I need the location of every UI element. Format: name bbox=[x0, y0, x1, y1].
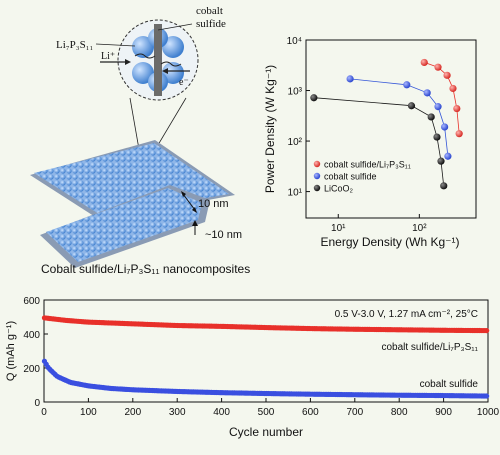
core-shell-particle bbox=[132, 24, 184, 96]
label-electron: e⁻ bbox=[179, 77, 189, 88]
cycling-xtick-label: 1000 bbox=[477, 407, 500, 418]
ragone-xtick-label: 10¹ bbox=[331, 223, 346, 234]
nanosheet-bottom bbox=[40, 185, 210, 268]
ragone-legend-label: LiCoO₂ bbox=[324, 184, 354, 194]
cycling-point bbox=[484, 327, 490, 334]
ragone-ytick-label: 10³ bbox=[288, 87, 303, 98]
cycling-label-composite: cobalt sulfide/Li₇P₃S₁₁ bbox=[381, 342, 478, 353]
ragone-ticks: 10¹ 10² 10¹ 10² 10³ 10⁴ bbox=[287, 36, 428, 234]
ragone-point bbox=[449, 84, 457, 93]
cycling-label-cobalt-sulfide: cobalt sulfide bbox=[420, 379, 479, 390]
ragone-point bbox=[433, 133, 441, 141]
ragone-legend-label: cobalt sulfide/Li₇P₃S₁₁ bbox=[324, 160, 411, 170]
ragone-point bbox=[440, 182, 448, 190]
ragone-ylabel: Power Density (W Kg⁻¹) bbox=[263, 65, 277, 193]
label-li7p3s11: Li₇P₃S₁₁ bbox=[56, 39, 94, 51]
nanocomposite-schematic: Li₇P₃S₁₁ cobalt sulfide Li⁺ e⁻ 10 nm ~10… bbox=[30, 5, 250, 276]
ragone-point bbox=[407, 102, 416, 110]
ragone-legend-label: cobalt sulfide bbox=[324, 172, 377, 182]
schematic-caption: Cobalt sulfide/Li₇P₃S₁₁ nanocomposites bbox=[41, 262, 250, 276]
ragone-point bbox=[444, 152, 452, 160]
cycling-ytick-label: 0 bbox=[34, 398, 40, 409]
cycling-xtick-label: 500 bbox=[258, 407, 275, 418]
ragone-point bbox=[443, 71, 451, 79]
ragone-series-points bbox=[310, 58, 463, 190]
cycling-xtick-label: 100 bbox=[80, 407, 97, 418]
ragone-legend: cobalt sulfide/Li₇P₃S₁₁ cobalt sulfide LiC… bbox=[313, 160, 411, 194]
label-thickness-top: 10 nm bbox=[198, 198, 229, 210]
cycling-point bbox=[484, 393, 490, 399]
label-li-ion: Li⁺ bbox=[101, 51, 115, 62]
cycling-ytick-label: 400 bbox=[23, 330, 40, 341]
cycling-series-0 bbox=[41, 315, 490, 334]
ragone-ytick-label: 10⁴ bbox=[287, 36, 302, 47]
ragone-point bbox=[434, 63, 442, 71]
ragone-point bbox=[455, 130, 463, 138]
label-cobalt-sulfide-1: cobalt bbox=[196, 5, 223, 17]
ragone-point bbox=[427, 113, 435, 121]
ragone-line-2 bbox=[313, 97, 445, 186]
cycling-xtick-label: 0 bbox=[41, 407, 47, 418]
cycling-xlabel: Cycle number bbox=[229, 425, 303, 439]
ragone-xlabel: Energy Density (Wh Kg⁻¹) bbox=[320, 235, 459, 249]
ragone-frame bbox=[305, 39, 477, 219]
ragone-ytick-label: 10¹ bbox=[288, 188, 303, 199]
cycling-xtick-label: 900 bbox=[435, 407, 452, 418]
thickness-arrow-top bbox=[182, 193, 196, 211]
ragone-ytick-label: 10² bbox=[288, 137, 303, 148]
ragone-point bbox=[403, 81, 411, 89]
lps-leader bbox=[95, 43, 136, 47]
ragone-point bbox=[346, 75, 354, 83]
label-thickness-bottom: ~10 nm bbox=[205, 229, 242, 241]
ragone-point bbox=[453, 104, 461, 113]
cobalt-sulfide-leader bbox=[157, 23, 193, 31]
cycling-plot: 0 100 200 300 400 500 600 700 800 900 1000 0 200 400 6… bbox=[5, 296, 500, 439]
cycling-ylabel: Q (mAh g⁻¹) bbox=[5, 321, 17, 381]
ragone-point bbox=[420, 58, 428, 67]
ragone-point bbox=[423, 89, 431, 97]
cycling-xtick-label: 400 bbox=[213, 407, 230, 418]
cycling-annotation: 0.5 V-3.0 V, 1.27 mA cm⁻², 25°C bbox=[335, 309, 478, 320]
cobalt-sulfide-core bbox=[154, 24, 162, 96]
label-cobalt-sulfide-2: sulfide bbox=[196, 18, 226, 30]
cycling-xtick-label: 600 bbox=[302, 407, 319, 418]
cycling-xtick-label: 200 bbox=[124, 407, 141, 418]
cycling-series-1 bbox=[41, 358, 490, 399]
ragone-line-0 bbox=[424, 62, 460, 134]
cycling-ticks: 0 100 200 300 400 500 600 700 800 900 1000 0 200 400 6… bbox=[23, 296, 499, 418]
ragone-legend-marker bbox=[313, 184, 321, 192]
cycling-xtick-label: 800 bbox=[391, 407, 408, 418]
cycling-ytick-label: 600 bbox=[23, 296, 40, 307]
ragone-point bbox=[434, 103, 442, 111]
ragone-legend-marker bbox=[313, 172, 321, 180]
ragone-point bbox=[437, 157, 445, 165]
cycling-ytick-label: 200 bbox=[23, 364, 40, 375]
cycling-series bbox=[41, 315, 490, 399]
ragone-line-1 bbox=[350, 78, 449, 157]
cycling-xtick-label: 700 bbox=[346, 407, 363, 418]
ragone-legend-marker bbox=[313, 160, 321, 168]
ragone-plot: 10¹ 10² 10¹ 10² 10³ 10⁴ cobalt sulfide/Li₇P₃S… bbox=[263, 36, 477, 249]
ragone-point bbox=[310, 94, 318, 102]
cycling-xtick-label: 300 bbox=[169, 407, 186, 418]
ragone-xtick-label: 10² bbox=[412, 223, 427, 234]
ragone-point bbox=[441, 123, 449, 131]
